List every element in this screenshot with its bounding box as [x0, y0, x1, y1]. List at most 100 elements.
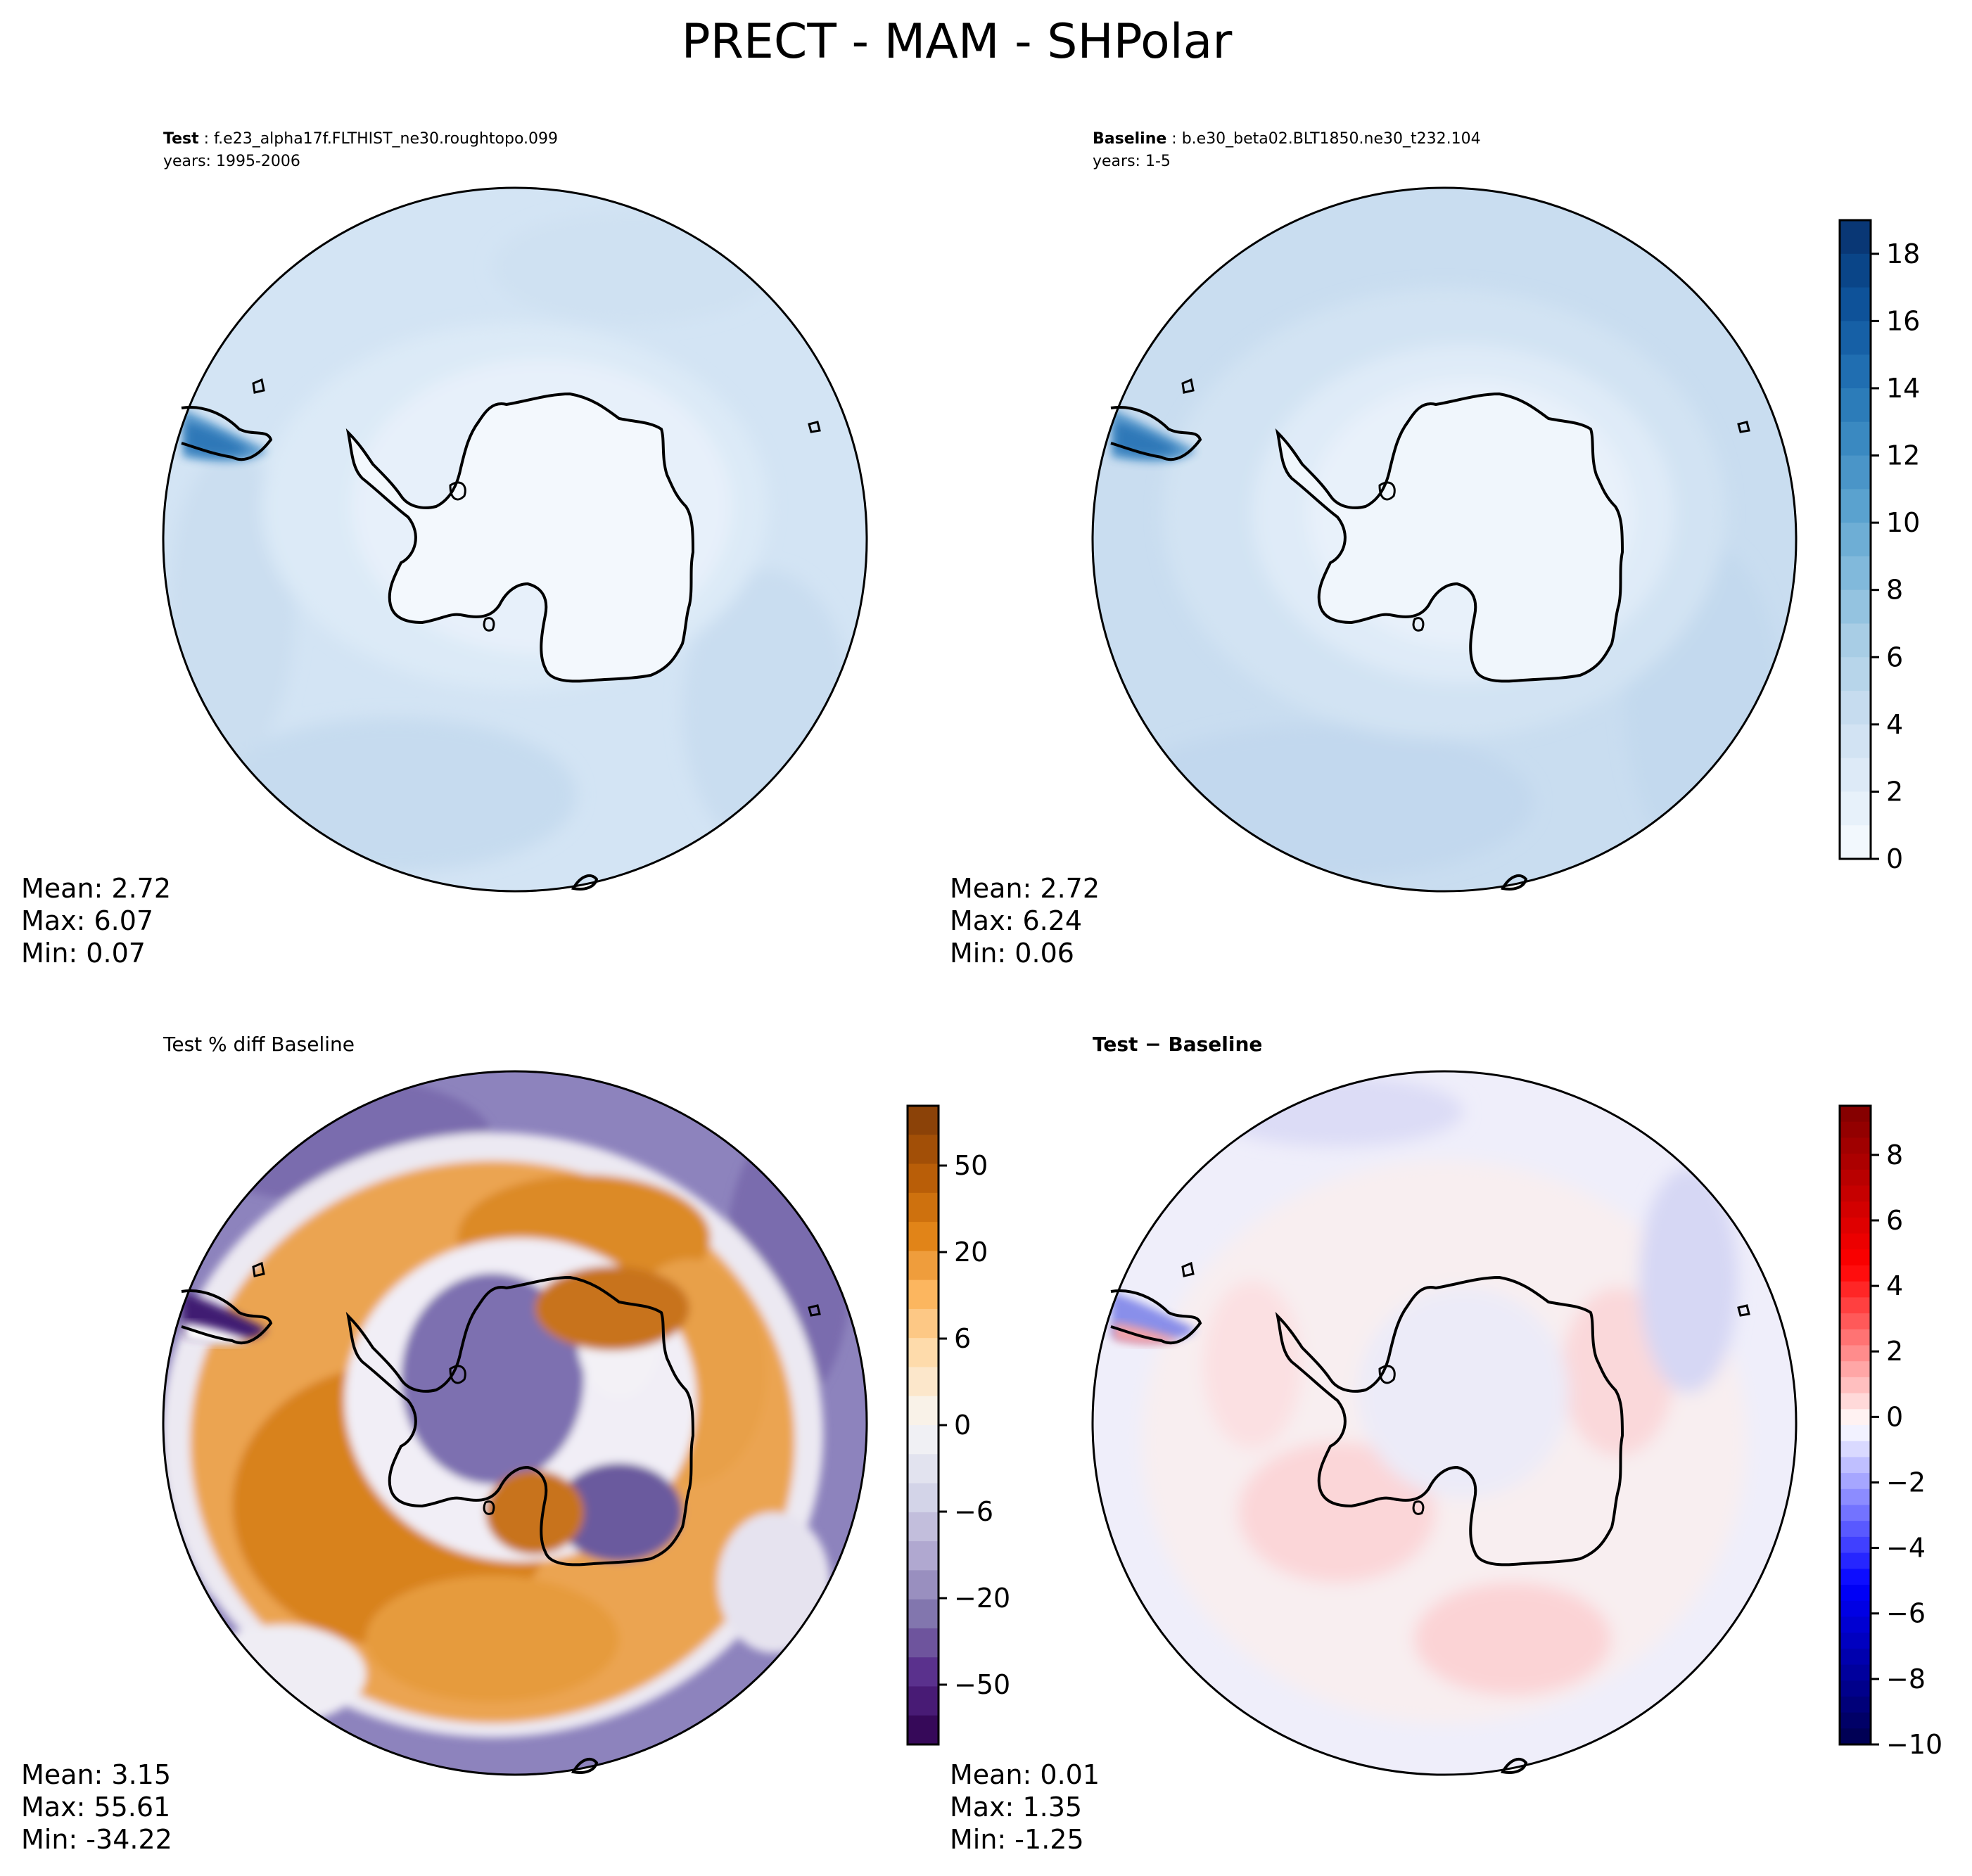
cb-main-tick-label: 8	[1886, 575, 1903, 606]
cb-main-tick-label: 2	[1886, 776, 1903, 807]
panel-baseline-years: years: 1-5	[1093, 153, 1171, 170]
cb-diff-segment	[1840, 1728, 1871, 1745]
panel-diff-map-field	[1093, 1071, 1796, 1775]
panel-pct-diff-map-border	[162, 1070, 868, 1776]
colorbar-main: 0 2 4 6 8 10 12 14 16 18	[1838, 219, 1920, 874]
panel-test-header: Test : f.e23_alpha17f.FLTHIST_ne30.rough…	[163, 130, 558, 148]
panel-baseline-header-rest: : b.e30_beta02.BLT1850.ne30_t232.104	[1166, 130, 1480, 148]
cb-pct-segment	[908, 1657, 939, 1687]
cb-diff-segment	[1840, 1249, 1871, 1266]
cb-main-segment	[1840, 321, 1871, 355]
panel-baseline-mean: Mean: 2.72	[950, 873, 1100, 904]
panel-pct-diff-min: Min: -34.22	[21, 1824, 172, 1855]
cb-main-segment	[1840, 489, 1871, 523]
cb-pct-tick-label: 50	[954, 1150, 988, 1181]
cb-pct-segment	[908, 1163, 939, 1194]
cb-pct-segment	[908, 1628, 939, 1658]
cb-diff-segment	[1840, 1425, 1871, 1442]
cb-diff-segment	[1840, 1154, 1871, 1170]
cb-main-segment	[1840, 388, 1871, 423]
cb-pct-segment	[908, 1454, 939, 1484]
cb-diff-segment	[1840, 1409, 1871, 1426]
cb-pct-segment	[908, 1222, 939, 1251]
cb-main-segment	[1840, 657, 1871, 691]
cb-pct-tick-label: 20	[954, 1237, 988, 1268]
cb-diff-segment	[1840, 1377, 1871, 1394]
cb-main-frame	[1838, 219, 1872, 860]
cb-pct-tick-label: −20	[954, 1583, 1010, 1614]
cb-diff-segment	[1840, 1201, 1871, 1218]
cb-diff-segment	[1840, 1185, 1871, 1202]
figure-title: PRECT - MAM - SHPolar	[682, 14, 1233, 70]
cb-diff-segment	[1840, 1712, 1871, 1729]
cb-diff-segment	[1840, 1633, 1871, 1650]
panel-test-coastline	[181, 378, 821, 891]
cb-diff-segment	[1840, 1297, 1871, 1314]
cb-pct-tick-label: 6	[954, 1323, 971, 1354]
cb-pct-tick-label: −50	[954, 1669, 1010, 1700]
cb-diff-tick-label: −10	[1886, 1729, 1942, 1760]
cb-main-segment	[1840, 287, 1871, 321]
cb-diff-segment	[1840, 1281, 1871, 1298]
panel-test-min: Min: 0.07	[21, 938, 146, 969]
cb-main-segment	[1840, 691, 1871, 725]
colorbar-diff: 8 6 4 2 0 −2 −4 −6 −8 −10	[1838, 1104, 1942, 1760]
cb-main-segment	[1840, 791, 1871, 826]
cb-diff-segment	[1840, 1648, 1871, 1666]
cb-diff-segment	[1840, 1664, 1871, 1681]
panel-pct-diff-header: Test % diff Baseline	[163, 1033, 355, 1056]
cb-diff-segment	[1840, 1616, 1871, 1633]
panel-diff-mean: Mean: 0.01	[950, 1759, 1100, 1790]
panel-baseline: Baseline : b.e30_beta02.BLT1850.ne30_t23…	[950, 130, 1798, 969]
panel-pct-diff-mean: Mean: 3.15	[21, 1759, 171, 1790]
cb-pct-segment	[908, 1483, 939, 1513]
cb-main-segment	[1840, 556, 1871, 591]
cb-main-tick-label: 16	[1886, 305, 1920, 336]
cb-main-tick-label: 6	[1886, 642, 1903, 672]
panel-diff-max: Max: 1.35	[950, 1792, 1082, 1823]
cb-diff-segment	[1840, 1473, 1871, 1490]
cb-main-segment	[1840, 355, 1871, 389]
cb-main-tick-label: 4	[1886, 709, 1903, 740]
cb-diff-segment	[1840, 1488, 1871, 1506]
panel-test-header-rest: : f.e23_alpha17f.FLTHIST_ne30.roughtopo.…	[199, 130, 558, 148]
cb-diff-segment	[1840, 1552, 1871, 1569]
panel-baseline-min: Min: 0.06	[950, 938, 1074, 969]
cb-main-segment	[1840, 825, 1871, 860]
panel-pct-diff-coastline	[181, 1261, 821, 1774]
cb-pct-segment	[908, 1512, 939, 1542]
cb-diff-segment	[1840, 1217, 1871, 1234]
panel-diff-coastline	[1110, 1261, 1750, 1774]
cb-main-segment	[1840, 421, 1871, 457]
cb-diff-tick-label: 8	[1886, 1140, 1903, 1170]
cb-diff-tick-label: −8	[1886, 1664, 1926, 1695]
panel-baseline-header-bold: Baseline	[1093, 130, 1166, 148]
cb-diff-segment	[1840, 1345, 1871, 1362]
cb-pct-segment	[908, 1599, 939, 1629]
cb-diff-tick-label: −2	[1886, 1467, 1926, 1498]
cb-main-tick-label: 10	[1886, 507, 1920, 538]
cb-pct-segment	[908, 1570, 939, 1600]
cb-diff-segment	[1840, 1505, 1871, 1521]
panel-pct-diff-max: Max: 55.61	[21, 1792, 170, 1823]
panel-diff: Test − Baseline	[950, 1033, 1798, 1855]
panel-baseline-max: Max: 6.24	[950, 905, 1082, 936]
cb-diff-tick-label: −6	[1886, 1598, 1926, 1629]
cb-main-segment	[1840, 253, 1871, 288]
cb-diff-segment	[1840, 1457, 1871, 1474]
cb-diff-tick-label: 0	[1886, 1401, 1903, 1432]
cb-diff-segment	[1840, 1585, 1871, 1602]
cb-pct-segment	[908, 1686, 939, 1716]
panel-test-mean: Mean: 2.72	[21, 873, 171, 904]
cb-main-segment	[1840, 724, 1871, 759]
cb-main-segment	[1840, 455, 1871, 490]
cb-diff-segment	[1840, 1361, 1871, 1378]
cb-diff-segment	[1840, 1600, 1871, 1617]
panel-test: Test : f.e23_alpha17f.FLTHIST_ne30.rough…	[21, 130, 868, 969]
cb-diff-segment	[1840, 1569, 1871, 1585]
cb-diff-frame	[1838, 1104, 1872, 1746]
cb-pct-segment	[908, 1135, 939, 1165]
cb-pct-segment	[908, 1396, 939, 1426]
cb-diff-segment	[1840, 1521, 1871, 1538]
